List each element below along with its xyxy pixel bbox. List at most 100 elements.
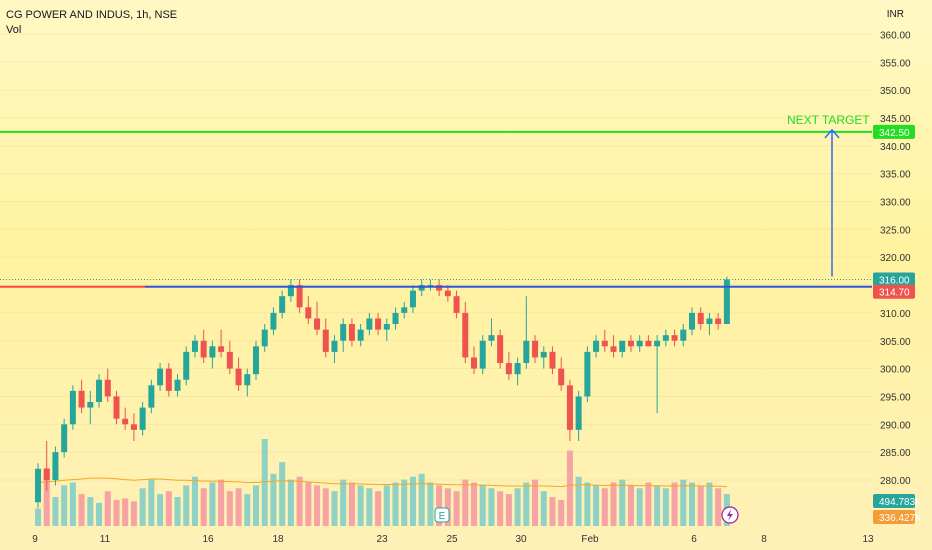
candle-body	[157, 368, 164, 386]
candle	[532, 335, 539, 364]
volume-ma-badge-bg	[873, 510, 915, 524]
candle-body	[627, 340, 634, 347]
candle-body	[418, 285, 425, 291]
event-icons[interactable]: E	[434, 506, 739, 524]
y-tick-label: 290.00	[880, 420, 911, 431]
volume-bar	[305, 482, 312, 526]
candle	[558, 357, 565, 391]
volume-bar	[122, 498, 129, 526]
candle-body	[444, 290, 451, 297]
candle-body	[523, 340, 530, 364]
volume-bar	[462, 479, 469, 526]
candle	[479, 335, 486, 375]
candle	[191, 335, 198, 358]
candle-body	[314, 318, 321, 330]
candle	[654, 335, 661, 414]
x-tick-label: 9	[32, 534, 38, 545]
volume-badge: 494.783K	[873, 494, 922, 508]
candle	[270, 307, 277, 336]
earnings-event-icon: E	[434, 507, 450, 523]
volume-bar	[715, 488, 722, 526]
target-price-badge: 342.50	[873, 124, 915, 139]
candle-body	[139, 407, 146, 430]
candle	[488, 318, 495, 347]
candle-body	[409, 290, 416, 308]
volume-badge-text: 494.783K	[879, 497, 922, 508]
candle	[43, 441, 50, 492]
volume-bar	[157, 494, 164, 526]
x-tick-label: 23	[376, 534, 388, 545]
volume-bar	[584, 482, 591, 526]
candle	[497, 329, 504, 369]
candle-body	[662, 335, 669, 341]
candles	[35, 276, 730, 508]
candle	[662, 329, 669, 347]
candle	[52, 446, 59, 486]
target-arrow[interactable]	[824, 128, 840, 277]
volume-bar	[183, 485, 190, 526]
volume-bar	[209, 482, 216, 526]
time-axis[interactable]: 9 11 16 18 23 25 30 Feb 6 8 13	[32, 534, 874, 545]
volume-bar	[444, 488, 451, 526]
volume-bar	[575, 476, 582, 526]
candle-body	[645, 340, 652, 347]
volume-bar	[113, 499, 120, 526]
candle-body	[401, 307, 408, 313]
candle-body	[697, 312, 704, 325]
volume-bar	[35, 508, 41, 526]
volume-bar	[261, 439, 268, 526]
volume-bar	[191, 476, 198, 526]
candle	[514, 357, 521, 386]
candle	[35, 463, 41, 508]
volume-bar	[392, 482, 399, 526]
candle	[575, 390, 582, 442]
candle	[122, 407, 129, 430]
candle-body	[183, 351, 190, 380]
volume-bar	[645, 482, 652, 526]
close-price-badge-text: 314.70	[879, 288, 910, 299]
candle-body	[69, 390, 76, 425]
candle	[584, 346, 591, 403]
horizontal-levels[interactable]: NEXT TARGET	[0, 113, 872, 288]
symbol-title[interactable]: CG POWER AND INDUS, 1h, NSE	[6, 9, 178, 21]
volume-indicator-label[interactable]: Vol	[6, 24, 22, 36]
candle-body	[340, 324, 347, 341]
x-tick-label: 6	[691, 534, 697, 545]
currency-label: INR	[886, 9, 904, 20]
volume-bar	[366, 488, 373, 526]
candle	[392, 307, 399, 330]
y-tick-label: 285.00	[880, 448, 911, 459]
volume-bar	[549, 497, 556, 526]
candle	[87, 390, 94, 425]
volume-bar	[331, 491, 338, 526]
candle-body	[174, 379, 181, 391]
grid	[0, 33, 872, 481]
last-price-badge: 316.00	[873, 272, 915, 287]
y-tick-label: 310.00	[880, 309, 911, 320]
candle	[383, 318, 390, 341]
volume-ma-badge-text: 336.427K	[879, 513, 922, 524]
candle	[279, 290, 286, 319]
volume-bar	[514, 488, 521, 526]
y-tick-label: 335.00	[880, 170, 911, 181]
candle	[183, 346, 190, 386]
volume-bar	[671, 482, 678, 526]
x-tick-label: 30	[515, 534, 527, 545]
candle-body	[540, 351, 547, 358]
y-tick-label: 355.00	[880, 58, 911, 69]
volume-bar	[314, 485, 321, 526]
candle-body	[226, 351, 233, 369]
candle	[200, 329, 207, 364]
candle-body	[619, 340, 626, 352]
volume-bar	[69, 482, 76, 526]
candle-body	[601, 340, 608, 347]
earnings-icon-bg	[434, 507, 450, 523]
volume-bar	[383, 485, 390, 526]
price-axis[interactable]: 280.00 285.00 290.00 295.00 300.00 305.00 310.…	[880, 30, 911, 487]
candle-body	[479, 340, 486, 369]
candle	[287, 279, 294, 302]
candle	[218, 329, 225, 358]
candle	[261, 324, 268, 352]
